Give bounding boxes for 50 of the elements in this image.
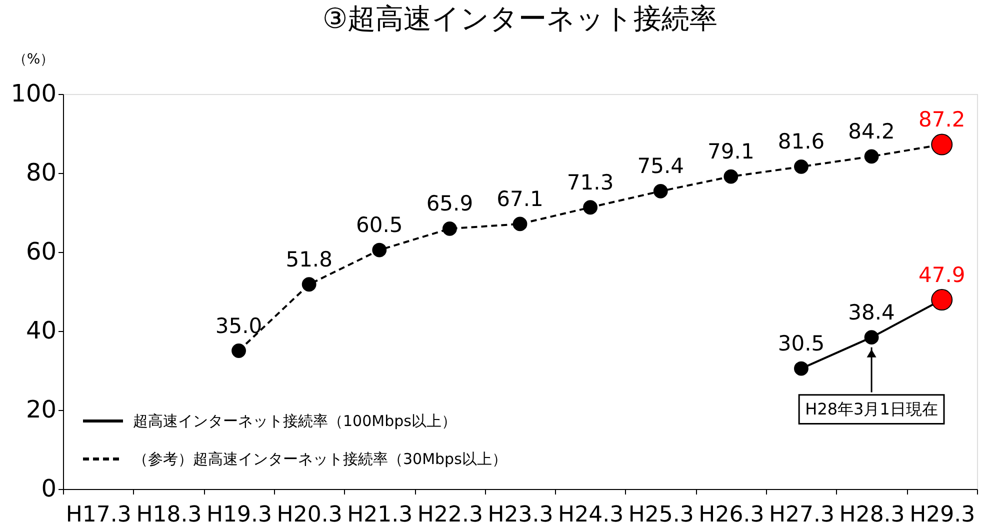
point <box>653 184 668 198</box>
data-label: 87.2 <box>918 108 966 132</box>
y-tick-label: 0 <box>41 474 56 502</box>
x-tick-label: H29.3 <box>910 502 976 528</box>
point <box>794 159 808 174</box>
y-axis-title: （%） <box>12 52 54 68</box>
x-tick-label: H22.3 <box>417 502 483 528</box>
data-label: 47.9 <box>918 262 966 287</box>
data-label: 75.4 <box>637 154 684 178</box>
data-label: 71.3 <box>566 170 614 194</box>
x-tick-label: H28.3 <box>839 502 905 528</box>
y-tick-label: 60 <box>26 238 56 266</box>
y-tick-label: 80 <box>26 158 56 186</box>
point <box>372 242 387 258</box>
point <box>512 216 528 232</box>
x-tick-label: H18.3 <box>136 502 202 528</box>
point <box>442 222 457 236</box>
x-tick-label: H26.3 <box>698 502 764 528</box>
legend-label: 超高速インターネット接続率（100Mbps以上） <box>133 412 456 430</box>
data-label: 51.8 <box>286 247 332 272</box>
x-tick-label: H20.3 <box>276 502 342 528</box>
chart-title: ③超高速インターネット接続率 <box>322 2 718 35</box>
point <box>724 169 738 184</box>
point <box>794 361 808 376</box>
y-tick-label: 20 <box>26 396 56 424</box>
data-label: 35.0 <box>215 314 262 338</box>
data-label: 60.5 <box>356 213 403 238</box>
data-label: 30.5 <box>778 332 825 356</box>
x-tick-label: H17.3 <box>66 502 132 528</box>
x-tick-label: H27.3 <box>768 502 834 528</box>
x-tick-label: H23.3 <box>488 502 554 528</box>
point <box>302 277 316 292</box>
data-label: 65.9 <box>426 192 474 216</box>
annotation: H28年3月1日現在 <box>805 399 938 418</box>
point <box>864 330 879 345</box>
data-label: 79.1 <box>708 140 754 164</box>
legend-label: （参考）超高速インターネット接続率（30Mbps以上） <box>133 450 507 468</box>
x-tick-label: H24.3 <box>558 502 624 528</box>
x-tick-label: H21.3 <box>347 502 413 528</box>
x-tick-label: H19.3 <box>206 502 272 528</box>
data-label: 67.1 <box>496 186 544 211</box>
y-tick-label: 100 <box>10 80 56 108</box>
data-label: 84.2 <box>848 119 895 144</box>
data-label: 81.6 <box>778 130 825 154</box>
point <box>864 149 879 164</box>
x-tick-label: H25.3 <box>628 502 694 528</box>
data-label: 38.4 <box>848 300 895 324</box>
point <box>232 344 246 358</box>
y-tick-label: 40 <box>26 316 56 344</box>
point <box>583 200 598 215</box>
